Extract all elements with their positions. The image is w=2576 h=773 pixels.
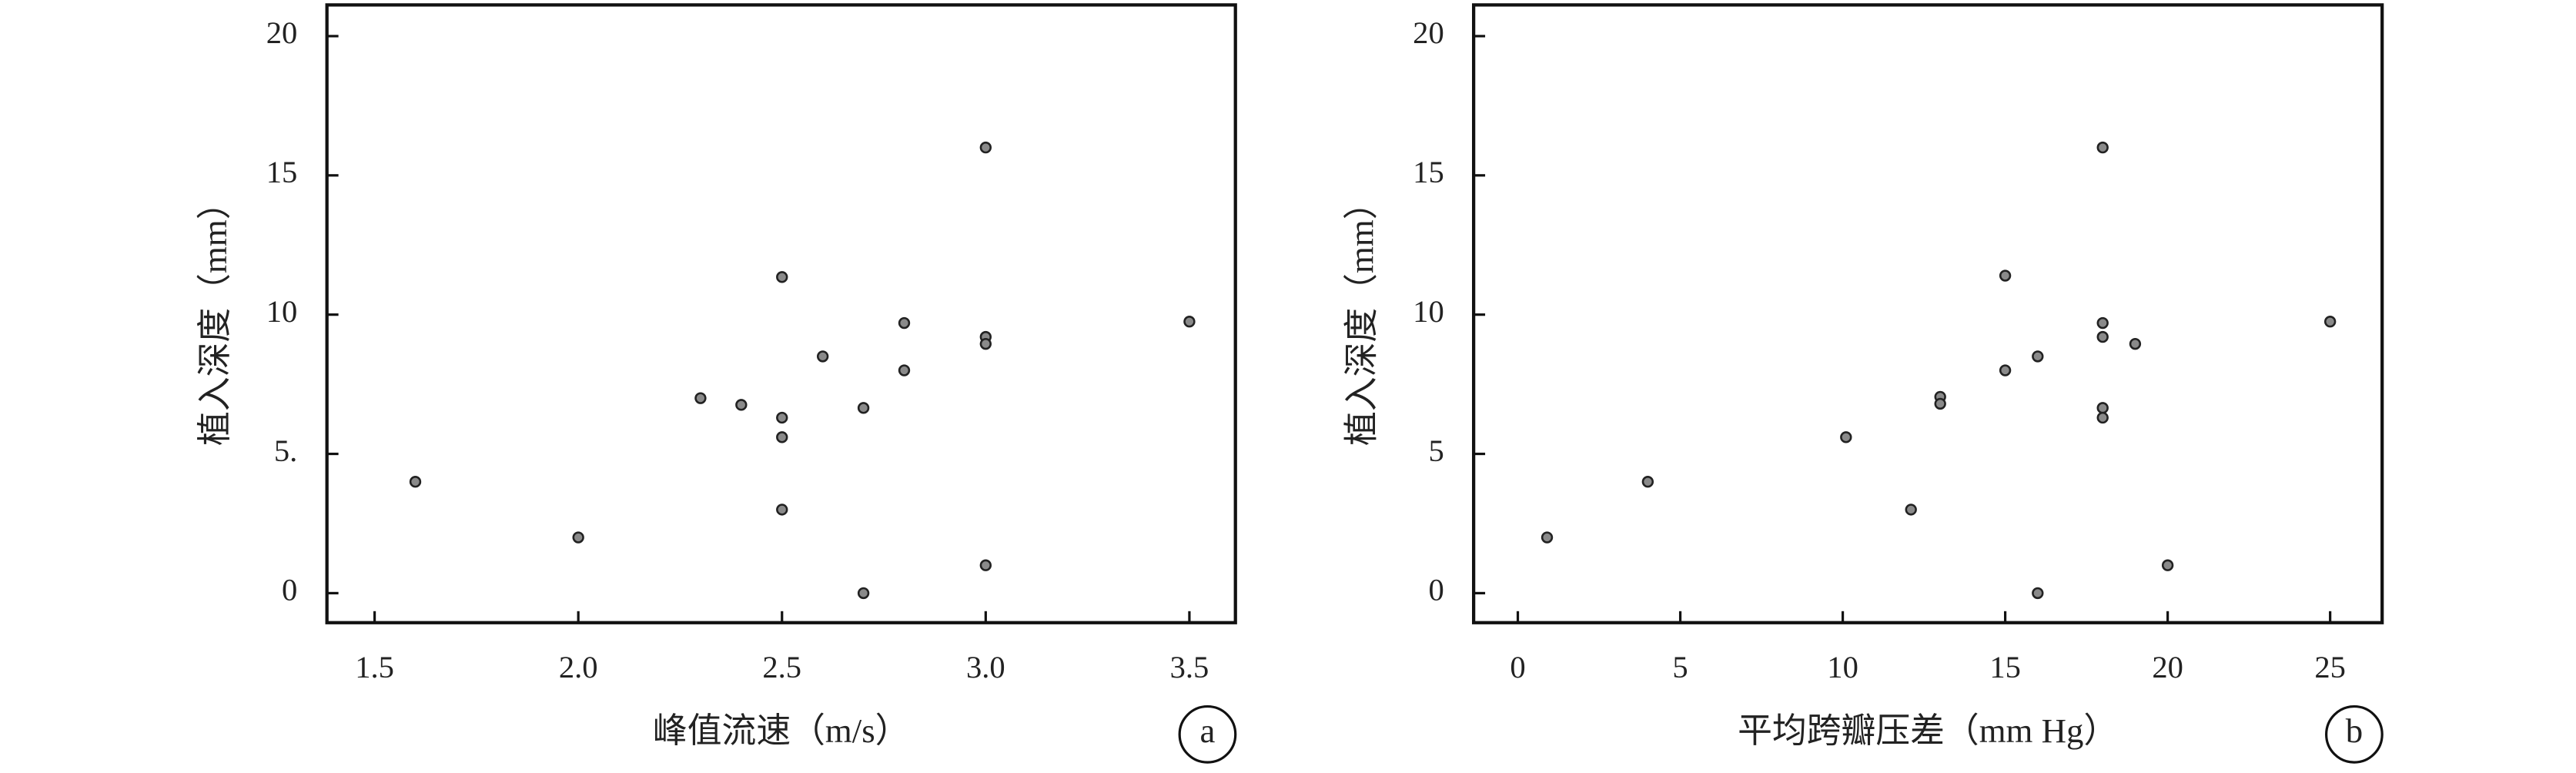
y-tick-label: 15: [266, 155, 298, 189]
point: [776, 411, 788, 424]
point: [572, 531, 584, 544]
y-tick-label: 10: [266, 294, 298, 329]
panel-badge: [1178, 704, 1237, 764]
point: [2161, 559, 2174, 571]
point: [2323, 316, 2337, 328]
point: [2032, 350, 2044, 363]
point: [857, 402, 870, 414]
x-tick-label: 3.0: [966, 650, 1005, 684]
point: [1840, 431, 1852, 443]
point: [1999, 364, 2012, 376]
point: [2096, 330, 2109, 343]
point: [1641, 476, 1654, 488]
point: [2129, 337, 2142, 350]
point: [979, 559, 992, 571]
y-tick-label: 5.: [274, 433, 297, 468]
y-tick-label: 0: [1428, 573, 1444, 607]
point: [776, 431, 788, 443]
point: [1999, 269, 2012, 282]
point: [979, 337, 992, 350]
point: [409, 476, 422, 488]
y-tick-label: 20: [266, 15, 298, 50]
x-tick-label: 3.5: [1170, 650, 1209, 684]
panel-label: b: [2346, 711, 2363, 750]
x-tick-label: 2.5: [762, 650, 801, 684]
point: [898, 316, 911, 330]
y-tick-label: 5: [1428, 433, 1444, 468]
plot-frame: [325, 3, 1237, 624]
point: [2032, 587, 2044, 600]
point: [898, 364, 911, 376]
point: [2096, 141, 2109, 154]
x-tick-label: 0: [1510, 650, 1525, 684]
x-axis-label: 峰值流速（m/s）: [653, 711, 910, 750]
x-tick-label: 5: [1672, 650, 1688, 684]
point: [694, 392, 707, 404]
panel-badge: [2325, 704, 2384, 764]
point: [1905, 504, 1917, 516]
y-axis-label: 植入深度（mm）: [1343, 185, 1381, 445]
point: [735, 399, 748, 411]
point: [1183, 316, 1196, 328]
point: [1934, 397, 1946, 410]
point: [857, 587, 870, 600]
x-axis-label: 平均跨瓣压差（mm Hg）: [1738, 711, 2118, 750]
x-tick-label: 2.0: [559, 650, 598, 684]
y-tick-label: 20: [1413, 15, 1444, 50]
plot-frame: [1471, 3, 2384, 624]
point: [2096, 316, 2109, 330]
x-tick-label: 20: [2152, 650, 2183, 684]
point: [776, 271, 788, 283]
point: [2096, 402, 2109, 414]
x-tick-label: 10: [1827, 650, 1858, 684]
y-axis-label: 植入深度（mm）: [196, 185, 234, 445]
y-tick-label: 15: [1413, 155, 1444, 189]
x-tick-label: 25: [2314, 650, 2346, 684]
point: [776, 504, 788, 516]
panel-label: a: [1199, 711, 1215, 750]
point: [816, 350, 829, 363]
x-tick-label: 15: [1989, 650, 2021, 684]
y-tick-label: 10: [1413, 294, 1444, 329]
point: [1541, 531, 1554, 544]
point: [979, 141, 992, 154]
x-tick-label: 1.5: [355, 650, 394, 684]
point: [2096, 411, 2109, 424]
y-tick-label: 0: [282, 573, 297, 607]
